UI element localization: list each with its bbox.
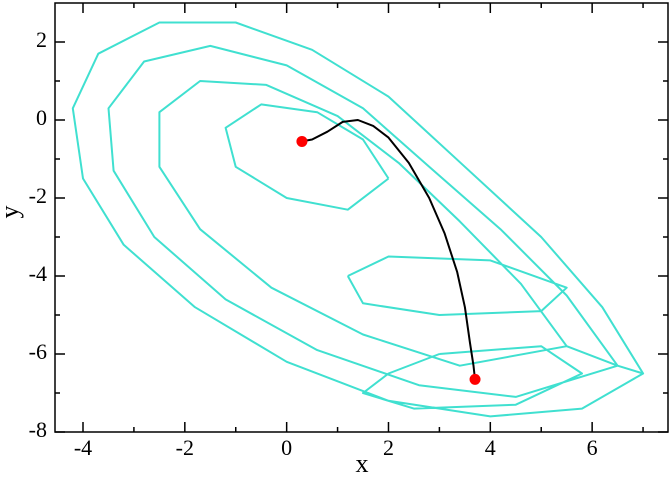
x-tick-label: 0 (281, 435, 292, 460)
x-tick-label: -4 (74, 435, 92, 460)
y-tick-label: -4 (29, 261, 47, 286)
marker (469, 373, 481, 385)
x-tick-label: 2 (383, 435, 394, 460)
y-tick-label: 0 (36, 105, 47, 130)
plot-frame (54, 2, 669, 433)
x-tick-label: -2 (176, 435, 194, 460)
trajectory (71, 21, 645, 418)
y-tick-label: -2 (29, 183, 47, 208)
x-tick-label: 4 (485, 435, 496, 460)
y-tick-label: 2 (36, 27, 47, 52)
x-axis-label: x (356, 449, 369, 477)
marker (296, 135, 308, 147)
y-tick-label: -8 (29, 417, 47, 442)
x-tick-label: 6 (587, 435, 598, 460)
y-axis-label: y (0, 206, 24, 219)
y-tick-label: -6 (29, 339, 47, 364)
trajectory (301, 119, 476, 380)
